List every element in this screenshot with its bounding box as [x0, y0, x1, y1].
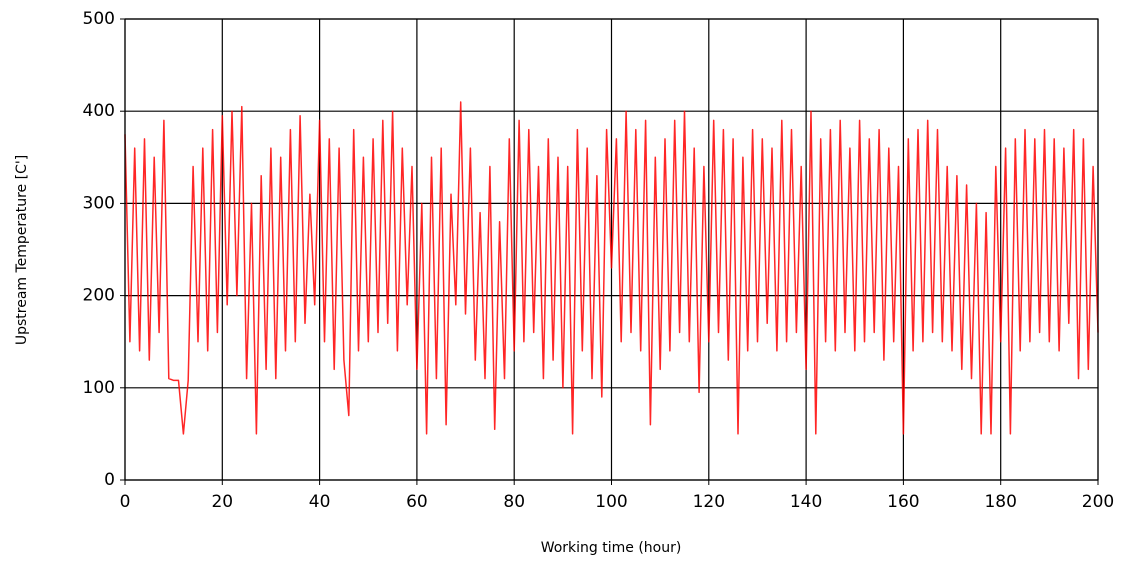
y-tick-label: 0 — [104, 470, 115, 490]
y-tick-label: 400 — [83, 101, 115, 121]
x-tick-label: 200 — [1082, 492, 1114, 512]
y-tick-label: 100 — [83, 378, 115, 398]
x-tick-label: 180 — [984, 492, 1016, 512]
x-tick-label: 40 — [309, 492, 331, 512]
x-tick-label: 60 — [406, 492, 428, 512]
y-tick-label: 500 — [83, 9, 115, 29]
x-tick-label: 0 — [120, 492, 131, 512]
y-tick-label: 300 — [83, 193, 115, 213]
x-tick-label: 100 — [595, 492, 627, 512]
x-tick-label: 120 — [693, 492, 725, 512]
data-line — [124, 101, 1099, 435]
y-tick-label: 200 — [83, 286, 115, 306]
x-tick-label: 80 — [503, 492, 525, 512]
x-tick-label: 140 — [790, 492, 822, 512]
x-tick-label: 20 — [211, 492, 233, 512]
plot-frame — [124, 18, 1099, 481]
y-axis-label: Upstream Temperature [C'] — [14, 155, 30, 345]
x-axis-label: Working time (hour) — [541, 540, 682, 556]
x-tick-label: 160 — [887, 492, 919, 512]
